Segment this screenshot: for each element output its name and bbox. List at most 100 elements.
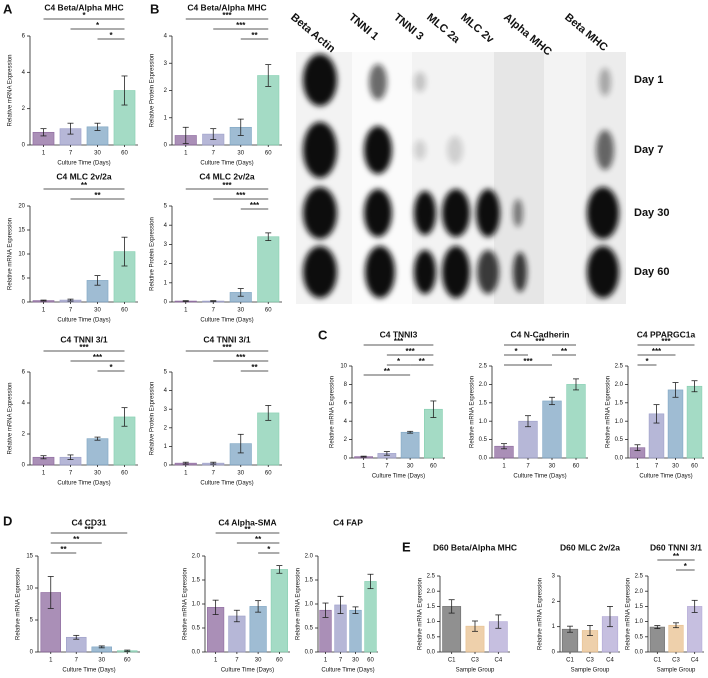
y-tick-label: 0 [22, 463, 26, 469]
significance-label: ** [251, 363, 258, 372]
chart-title: C4 MLC 2v/2a [56, 171, 112, 181]
blot-band [587, 246, 619, 298]
error-bar [501, 443, 507, 450]
error-bar [98, 645, 105, 649]
y-tick-label: 1.0 [192, 602, 201, 608]
panel-letter: C [318, 327, 328, 342]
blot-band [414, 140, 426, 160]
error-bar [567, 625, 573, 633]
chart-title: C4 MLC 2v/2a [199, 171, 255, 181]
significance-label: ** [255, 535, 262, 544]
y-tick-label: 10 [340, 364, 347, 370]
bar [649, 626, 665, 653]
chart: C4 TNNI3 Relative mRNA Expression Culture … [330, 329, 445, 480]
y-axis-label: Relative mRNA Expression [8, 218, 14, 290]
x-tick-label: 7 [212, 308, 216, 314]
y-tick-label: 4 [164, 34, 168, 40]
blot-band [414, 72, 426, 92]
significance-label: * [109, 363, 113, 372]
y-tick-label: 0 [30, 650, 34, 656]
significance-label: *** [222, 343, 232, 352]
chart-title: C4 FAP [333, 517, 363, 527]
x-axis-label: Sample Group [456, 668, 495, 674]
x-tick-label: 30 [237, 471, 244, 477]
error-bar [210, 461, 217, 465]
chart: C4 TNNI 3/1 Relative mRNA Expression Cultu… [8, 334, 138, 487]
error-bar [367, 573, 374, 590]
chart-title: C4 CD31 [72, 517, 107, 527]
bar [667, 389, 684, 459]
x-tick-label: C4 [494, 658, 502, 664]
error-bar [495, 614, 502, 629]
error-bar [210, 300, 217, 302]
significance-label: * [267, 545, 271, 554]
y-tick-label: 0.5 [192, 626, 201, 632]
x-tick-label: C1 [566, 658, 574, 664]
chart: C4 PPARGC1a Relative mRNA Expression Cultu… [606, 329, 704, 480]
blot-band [414, 250, 436, 294]
y-tick-label: 2 [22, 106, 26, 112]
y-tick-label: 1.0 [615, 419, 624, 425]
blot-band [303, 122, 337, 178]
x-tick-label: 7 [212, 151, 216, 157]
bar [542, 400, 562, 459]
significance-label: * [82, 11, 86, 20]
y-tick-label: 1.0 [479, 419, 488, 425]
significance-label: *** [250, 201, 260, 210]
y-tick-label: 0 [22, 300, 26, 306]
y-tick-label: 0.5 [479, 437, 488, 443]
x-axis-label: Culture Time (Days) [321, 668, 374, 674]
chart: C4 CD31 Relative mRNA Expression Culture T… [16, 517, 140, 674]
significance-label: ** [81, 181, 88, 190]
day-label: Day 1 [634, 74, 663, 86]
x-tick-label: 7 [385, 464, 389, 470]
y-tick-label: 4 [344, 419, 348, 425]
y-tick-label: 0.5 [615, 437, 624, 443]
y-axis-label: Relative mRNA Expression [418, 578, 424, 650]
chart-title: D60 Beta/Alpha MHC [433, 542, 517, 552]
x-tick-label: 7 [526, 464, 530, 470]
blot-band [587, 187, 619, 239]
error-bar [691, 599, 698, 613]
y-tick-label: 0.5 [427, 634, 436, 640]
bar [668, 624, 684, 653]
x-axis-label: Culture Time (Days) [639, 474, 692, 480]
error-bar [634, 444, 641, 452]
x-axis-label: Culture Time (Days) [372, 474, 425, 480]
x-tick-label: 30 [237, 151, 244, 157]
error-bar [67, 122, 74, 135]
y-tick-label: 1 [552, 624, 556, 630]
chart: D60 TNNI 3/1 Relative mRNA Expression Samp… [626, 542, 704, 674]
panel-letter: A [3, 1, 13, 16]
error-bar [607, 606, 613, 628]
y-tick-label: 1.5 [479, 400, 488, 406]
panel-letter: D [3, 513, 12, 528]
blot-band [447, 136, 463, 164]
y-tick-label: 1 [164, 280, 168, 286]
x-tick-label: 60 [430, 464, 437, 470]
y-axis-label: Relative Protein Expression [150, 54, 156, 128]
error-bar [654, 625, 661, 629]
y-tick-label: 5 [30, 618, 34, 624]
x-tick-label: 7 [69, 308, 73, 314]
lane-label: TNNI 1 [346, 11, 380, 43]
significance-label: *** [535, 337, 545, 346]
error-bar [233, 609, 240, 623]
y-axis-label: Relative mRNA Expression [470, 376, 476, 448]
bar [566, 384, 586, 459]
x-tick-label: 60 [367, 658, 374, 664]
chart: D60 Beta/Alpha MHC Relative mRNA Expressi… [418, 542, 517, 673]
x-tick-label: 60 [121, 471, 128, 477]
x-axis-label: Culture Time (Days) [57, 318, 110, 324]
significance-label: ** [673, 552, 680, 561]
significance-label: * [109, 31, 113, 40]
x-tick-label: C4 [691, 658, 699, 664]
y-tick-label: 4 [22, 70, 26, 76]
error-bar [121, 407, 128, 427]
y-tick-label: 0 [552, 650, 556, 656]
y-tick-label: 1 [164, 115, 168, 121]
significance-label: ** [561, 347, 568, 356]
blot-band [369, 64, 387, 100]
y-tick-label: 0.0 [479, 456, 488, 462]
error-bar [40, 299, 47, 302]
